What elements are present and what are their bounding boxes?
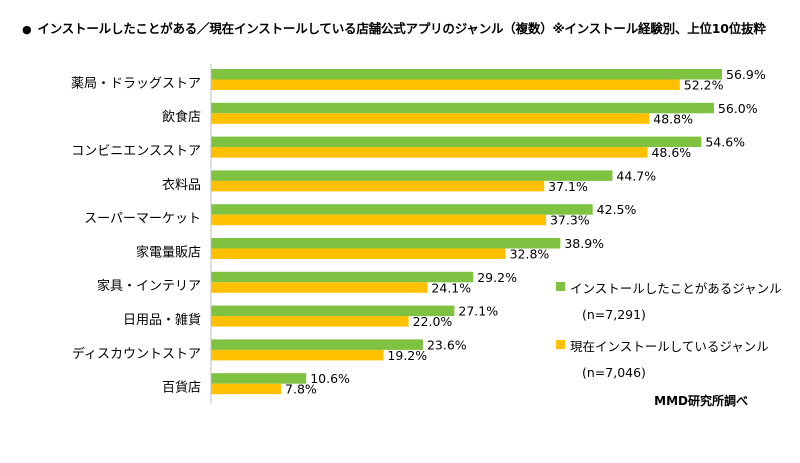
data-label: 37.1% (548, 179, 588, 194)
bar (211, 383, 282, 395)
legend-entry-installed-now: 現在インストールしているジャンル (n=7,046) (556, 336, 782, 380)
bar (211, 102, 714, 114)
data-label: 52.2% (684, 78, 724, 93)
bar (211, 305, 455, 317)
bar (211, 248, 506, 259)
legend-label: 現在インストールしているジャンル (570, 339, 769, 354)
bar (211, 339, 423, 350)
legend-swatch-orange (556, 340, 565, 349)
legend: インストールしたことがあるジャンル (n=7,291) 現在インストールしている… (556, 278, 782, 388)
category-label: 百貨店 (162, 380, 201, 396)
data-label: 27.1% (458, 304, 498, 319)
data-label: 32.8% (510, 247, 550, 262)
legend-sample-size: (n=7,291) (582, 307, 646, 322)
bar (211, 373, 307, 384)
bar (211, 180, 545, 192)
bar (211, 170, 613, 181)
data-label: 24.1% (431, 280, 471, 295)
legend-swatch-green (556, 282, 565, 291)
data-label: 56.9% (726, 67, 766, 82)
category-label: 薬局・ドラッグストア (71, 76, 201, 91)
bullet-icon: ● (22, 23, 32, 36)
category-label: 家具・インテリア (97, 278, 201, 294)
data-label: 48.8% (653, 111, 693, 126)
bar (211, 69, 722, 80)
legend-entry-installed-ever: インストールしたことがあるジャンル (n=7,291) (556, 278, 782, 322)
bar (211, 349, 384, 361)
data-label: 22.0% (413, 314, 453, 329)
bar (211, 282, 428, 293)
legend-label: インストールしたことがあるジャンル (570, 281, 782, 296)
data-label: 56.0% (718, 101, 758, 116)
data-label: 19.2% (387, 348, 427, 363)
bar (211, 79, 680, 90)
chart-title: ● インストールしたことがある／現在インストールしている店舗公式アプリのジャンル（… (22, 18, 766, 37)
bar (211, 271, 474, 283)
bar (211, 204, 593, 215)
data-label: 44.7% (616, 168, 656, 183)
bar (211, 147, 648, 158)
data-label: 42.5% (597, 202, 637, 217)
legend-sample-size: (n=7,046) (582, 365, 646, 380)
data-label: 54.6% (705, 135, 745, 150)
bar (211, 136, 702, 148)
category-label: スーパーマーケット (84, 212, 201, 227)
category-label: 家電量販店 (136, 244, 201, 260)
data-label: 37.3% (550, 213, 590, 228)
chart-title-text: インストールしたことがある／現在インストールしている店舗公式アプリのジャンル（複… (37, 21, 766, 36)
bar (211, 316, 409, 327)
data-label: 38.9% (564, 236, 604, 251)
data-label: 7.8% (285, 382, 317, 397)
category-label: 飲食店 (162, 109, 201, 125)
category-label: ディスカウントストア (72, 346, 201, 362)
category-label: コンビニエンスストア (71, 144, 201, 159)
data-label: 23.6% (427, 337, 467, 352)
bar (211, 238, 561, 249)
category-label: 日用品・雑貨 (123, 312, 201, 328)
category-label: 衣料品 (162, 177, 201, 193)
bar (211, 113, 650, 124)
data-label: 29.2% (477, 270, 517, 285)
bar (211, 214, 546, 226)
data-label: 48.6% (651, 145, 691, 160)
source-note: MMD研究所調べ (654, 394, 748, 408)
data-label: 10.6% (310, 371, 350, 386)
